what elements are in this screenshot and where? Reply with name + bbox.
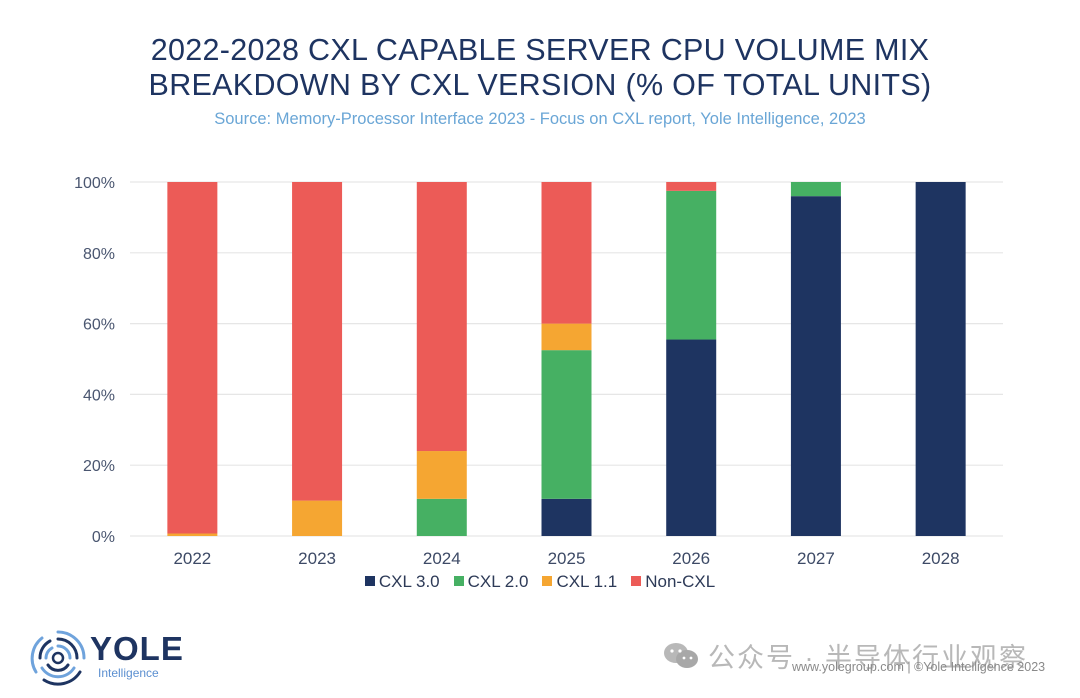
x-axis: 2022 2023 2024 2025 2026 2027 2028	[173, 549, 959, 568]
x-tick-label: 2023	[298, 549, 336, 568]
footer-credit: www.yolegroup.com | ©Yole Intelligence 2…	[792, 660, 1046, 674]
bar-segment-cxl-2-0-2026	[666, 190, 717, 340]
x-tick-label: 2028	[922, 549, 960, 568]
bar-stack-2028	[915, 182, 966, 536]
bar-segment-non-cxl-2022	[167, 182, 218, 534]
bar-stack-2027	[790, 182, 841, 536]
chart-title-line-2: BREAKDOWN BY CXL VERSION (% OF TOTAL UNI…	[148, 68, 932, 102]
bar-segment-cxl-3-0-2025	[541, 498, 592, 536]
legend-label: CXL 2.0	[467, 572, 529, 591]
bar-segment-non-cxl-2024	[416, 182, 467, 452]
x-tick-label: 2022	[173, 549, 211, 568]
bar-segment-cxl-2-0-2024	[416, 498, 467, 536]
x-tick-label: 2026	[672, 549, 710, 568]
bar-segment-cxl-1-1-2023	[292, 500, 343, 536]
bar-segment-cxl-1-1-2022	[167, 533, 218, 536]
legend: CXL 3.0 CXL 2.0 CXL 1.1 Non-CXL	[0, 572, 1080, 592]
x-tick-label: 2027	[797, 549, 835, 568]
x-tick-label: 2024	[423, 549, 461, 568]
y-tick-label: 20%	[83, 458, 115, 475]
bar-segment-cxl-2-0-2025	[541, 350, 592, 499]
bar-segment-non-cxl-2026	[666, 182, 717, 191]
y-tick-label: 80%	[83, 246, 115, 263]
logo-subtitle: Intelligence	[98, 666, 159, 680]
bar-segment-cxl-3-0-2026	[666, 339, 717, 536]
wechat-icon	[664, 643, 698, 668]
legend-item-cxl-3-0: CXL 3.0	[364, 572, 440, 592]
legend-swatch	[453, 576, 464, 586]
legend-label: CXL 3.0	[378, 572, 440, 591]
bar-segment-non-cxl-2025	[541, 182, 592, 324]
y-axis: 0% 20% 40% 60% 80% 100%	[74, 175, 115, 546]
bars	[167, 182, 966, 536]
yole-swirl-icon	[30, 630, 86, 686]
legend-label: CXL 1.1	[556, 572, 618, 591]
x-tick-label: 2025	[548, 549, 586, 568]
legend-swatch	[364, 576, 375, 586]
y-tick-label: 0%	[92, 529, 115, 546]
bar-stack-2025	[541, 182, 592, 536]
bar-segment-cxl-3-0-2028	[915, 182, 966, 536]
bar-segment-cxl-2-0-2027	[790, 182, 841, 197]
legend-label: Non-CXL	[645, 572, 716, 591]
bar-stack-2024	[416, 182, 467, 536]
watermark-text: 公众号 · 半导体行业观察	[708, 643, 1028, 673]
legend-item-cxl-2-0: CXL 2.0	[453, 572, 529, 592]
bar-segment-cxl-1-1-2024	[416, 451, 467, 499]
legend-item-cxl-1-1: CXL 1.1	[542, 572, 617, 592]
legend-swatch	[631, 576, 642, 586]
bar-stack-2026	[666, 182, 717, 536]
chart-subtitle: Source: Memory-Processor Interface 2023 …	[214, 110, 866, 128]
bar-segment-cxl-3-0-2027	[790, 196, 841, 536]
logo-wordmark: YOLE	[90, 630, 184, 667]
y-tick-label: 40%	[83, 387, 115, 404]
bar-segment-non-cxl-2023	[292, 182, 343, 501]
chart-title-line-1: 2022-2028 CXL CAPABLE SERVER CPU VOLUME …	[150, 33, 930, 67]
yole-logo: YOLE Intelligence	[28, 628, 198, 688]
y-tick-label: 100%	[74, 175, 115, 192]
stacked-bar-chart: 0%20%40%60%80%100% 2022 2023 2024 2025 2026 2…	[74, 175, 1003, 568]
legend-swatch	[542, 576, 553, 586]
y-tick-label: 60%	[83, 317, 115, 334]
bar-stack-2023	[292, 182, 343, 536]
legend-item-non-cxl: Non-CXL	[631, 572, 715, 592]
bar-stack-2022	[167, 182, 218, 536]
bar-segment-cxl-1-1-2025	[541, 323, 592, 351]
wechat-watermark: 公众号 · 半导体行业观察	[662, 636, 1028, 675]
